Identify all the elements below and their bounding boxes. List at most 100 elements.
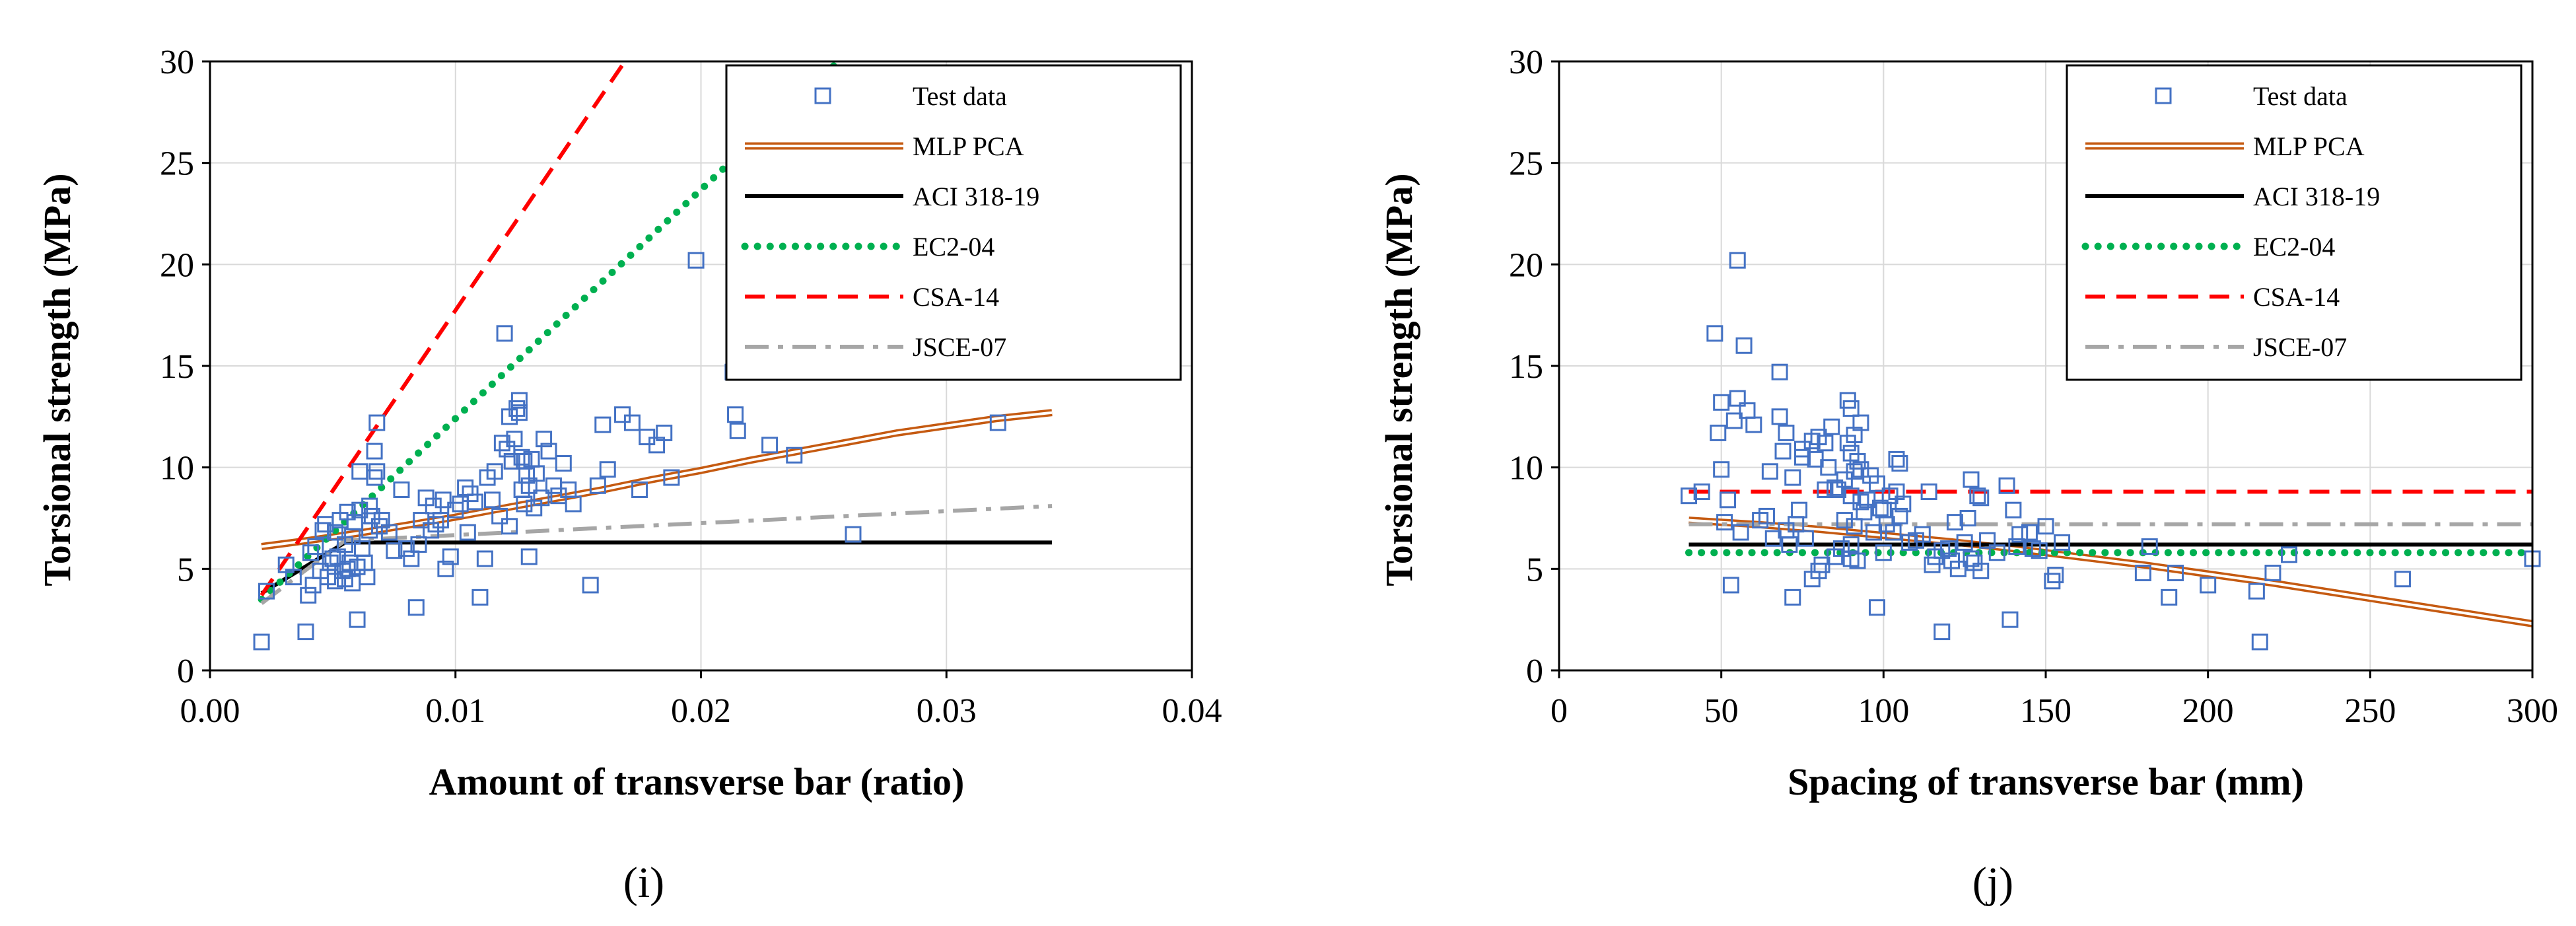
data-point [1716,514,1733,531]
data-point [1761,463,1778,480]
y-tick-label: 10 [1509,450,1543,487]
data-point [368,414,386,431]
data-point [366,443,383,460]
data-point [1758,507,1775,524]
data-point [1963,550,1980,567]
data-point [457,479,474,496]
data-point [2394,571,2411,588]
data-point [1956,534,1973,551]
data-point [1817,481,1834,498]
legend-item-mlp-pca: MLP PCA [2085,131,2365,161]
data-point [1820,459,1837,476]
data-point [253,633,270,651]
legend-item-ec2-04: EC2-04 [741,232,994,262]
data-point [520,548,538,565]
data-point [2047,567,2064,584]
data-point [536,431,553,448]
legend-label: JSCE-07 [913,332,1006,362]
data-point [398,540,415,557]
data-point [599,461,616,478]
legend-item-ec2-04: EC2-04 [2081,232,2335,262]
panel-label: (j) [1972,859,2013,907]
data-point [1933,623,1951,641]
legend-item-csa-14: CSA-14 [2085,282,2340,312]
data-point [1972,562,1990,579]
data-point [2037,518,2054,535]
data-point [510,392,528,409]
data-point [471,588,489,606]
legend-label: Test data [913,81,1007,111]
x-tick-label: 100 [1858,692,1909,730]
data-point [1710,424,1727,441]
data-point [302,544,319,561]
data-point [533,489,550,507]
data-point [1706,325,1723,342]
data-point [1869,599,1886,616]
data-point [307,538,324,555]
data-point [1729,390,1746,407]
y-axis-title: Torsional strength (MPa) [36,173,79,586]
data-point [761,437,779,454]
y-tick-label: 20 [160,246,194,284]
data-point [1713,461,1730,478]
data-point [1972,489,1990,507]
data-point [459,524,476,541]
legend-item-test-data: Test data [2155,81,2348,111]
x-tick-label: 250 [2344,692,2396,730]
data-point [1719,491,1736,509]
legend-label: Test data [2253,81,2348,111]
data-point [324,550,341,567]
data-point [1784,588,1801,606]
data-point [1914,526,1931,543]
data-point [2044,573,2061,590]
data-point [582,577,599,594]
data-point [484,491,501,509]
data-point [423,522,440,539]
data-point [2005,501,2022,518]
data-point [386,542,403,559]
y-tick-label: 25 [1509,145,1543,183]
data-point [403,550,420,567]
data-point [1946,514,1963,531]
data-point [361,497,378,515]
legend-label: MLP PCA [913,131,1024,161]
data-point [1797,530,1814,547]
data-point [410,536,427,553]
x-axis-title: Amount of transverse bar (ratio) [429,760,965,803]
data-point [845,526,862,543]
data-point [729,422,746,439]
data-point [1836,512,1853,529]
data-point [565,495,582,513]
data-point [297,623,314,641]
data-point [589,477,606,494]
data-point [786,446,803,464]
y-axis-title: Torsional strength (MPa) [1377,173,1420,586]
data-point [623,414,641,431]
data-point [1871,499,1889,516]
data-point [2021,524,2038,541]
data-point [1963,471,1980,488]
x-tick-label: 150 [2020,692,2071,730]
data-point [727,406,744,423]
data-point [1979,532,1996,549]
data-point [1781,536,1798,553]
data-point [2054,534,2071,551]
data-point [1745,416,1762,433]
y-tick-label: 15 [1509,348,1543,386]
data-point [501,518,518,535]
y-tick-label: 10 [160,450,194,487]
data-point [1794,448,1811,466]
data-point [285,569,302,586]
legend: Test data MLP PCA ACI 318-19 EC2-04 CSA-14 JS… [2066,64,2523,381]
data-point [2161,588,2178,606]
data-point [351,501,368,518]
series-line-csa-14-path [260,61,627,596]
data-point [486,463,503,480]
legend-label: ACI 318-19 [913,182,1039,211]
legend-item-jsce-07: JSCE-07 [2085,332,2347,362]
legend-label: CSA-14 [913,282,999,312]
data-point [540,443,557,460]
data-point [503,452,520,470]
data-point [656,424,673,441]
legend-label: ACI 318-19 [2253,182,2380,211]
